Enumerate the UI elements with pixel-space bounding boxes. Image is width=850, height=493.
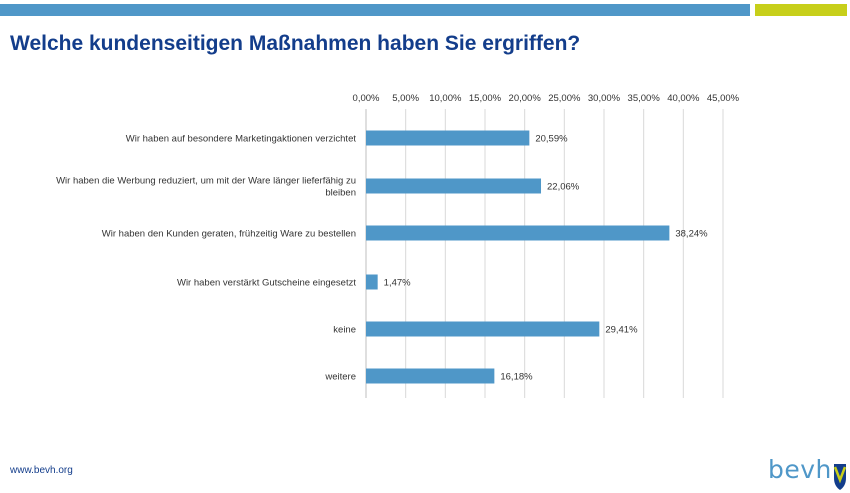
footer-url[interactable]: www.bevh.org: [10, 465, 73, 476]
x-tick-label: 25,00%: [548, 93, 581, 104]
x-tick-label: 10,00%: [429, 93, 462, 104]
logo-shield-icon: [833, 464, 847, 490]
x-tick-label: 20,00%: [509, 93, 542, 104]
data-label: 22,06%: [547, 182, 580, 193]
bar: [366, 225, 670, 241]
x-tick-label: 45,00%: [707, 93, 740, 104]
category-label: Wir haben den Kunden geraten, frühzeitig…: [102, 229, 356, 240]
x-tick-label: 30,00%: [588, 93, 621, 104]
data-label: 20,59%: [535, 134, 568, 145]
x-tick-label: 40,00%: [667, 93, 700, 104]
data-label: 38,24%: [675, 229, 708, 240]
header-accent-bar-blue: [0, 4, 750, 16]
data-label: 29,41%: [605, 325, 638, 336]
category-label: Wir haben auf besondere Marketingaktione…: [126, 134, 357, 145]
bar: [366, 178, 542, 194]
page-title: Welche kundenseitigen Maßnahmen haben Si…: [10, 32, 581, 55]
category-label: Wir haben verstärkt Gutscheine eingesetz…: [177, 278, 356, 289]
header-accent-bar-green: [755, 4, 847, 16]
bevh-logo: bevh: [768, 455, 848, 492]
x-tick-label: 15,00%: [469, 93, 502, 104]
category-label: bleiben: [325, 188, 356, 199]
x-tick-label: 0,00%: [353, 93, 380, 104]
category-label: weitere: [324, 372, 356, 383]
bar: [366, 130, 530, 146]
data-label: 1,47%: [384, 278, 411, 289]
bar: [366, 321, 600, 337]
x-tick-label: 5,00%: [392, 93, 419, 104]
x-tick-label: 35,00%: [628, 93, 661, 104]
logo-wordmark: bevh: [768, 455, 832, 484]
category-label: keine: [333, 325, 356, 336]
bar: [366, 368, 495, 384]
bar: [366, 274, 378, 290]
data-label: 16,18%: [500, 372, 533, 383]
category-label: Wir haben die Werbung reduziert, um mit …: [56, 176, 356, 187]
